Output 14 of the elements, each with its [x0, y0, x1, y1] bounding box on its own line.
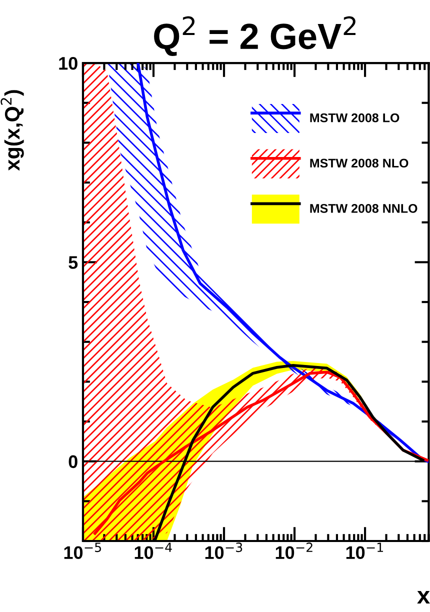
y-tick-label: 0 — [68, 455, 78, 468]
chart-title: Q$^{2}$ = 2 GeV$^{2}$ — [154, 16, 356, 56]
x-tick-label: 10$^{−3}$ — [205, 542, 242, 559]
legend-label: MSTW 2008 LO — [310, 113, 400, 122]
legend-label: MSTW 2008 NLO — [310, 158, 408, 168]
x-tick-label: 10$^{−4}$ — [134, 542, 172, 560]
x-tick-label: 10$^{−1}$ — [346, 542, 383, 560]
y-tick-label: 5 — [68, 256, 78, 269]
x-tick-label: 10$^{−2}$ — [276, 542, 312, 559]
x-axis-title: x — [417, 591, 430, 604]
y-tick-label: 10 — [59, 56, 78, 70]
x-tick-label: 10$^{−5}$ — [64, 542, 102, 560]
legend-label: MSTW 2008 NNLO — [310, 204, 418, 213]
y-axis-title: xg(x,Q$^{2}$) — [0, 90, 24, 171]
